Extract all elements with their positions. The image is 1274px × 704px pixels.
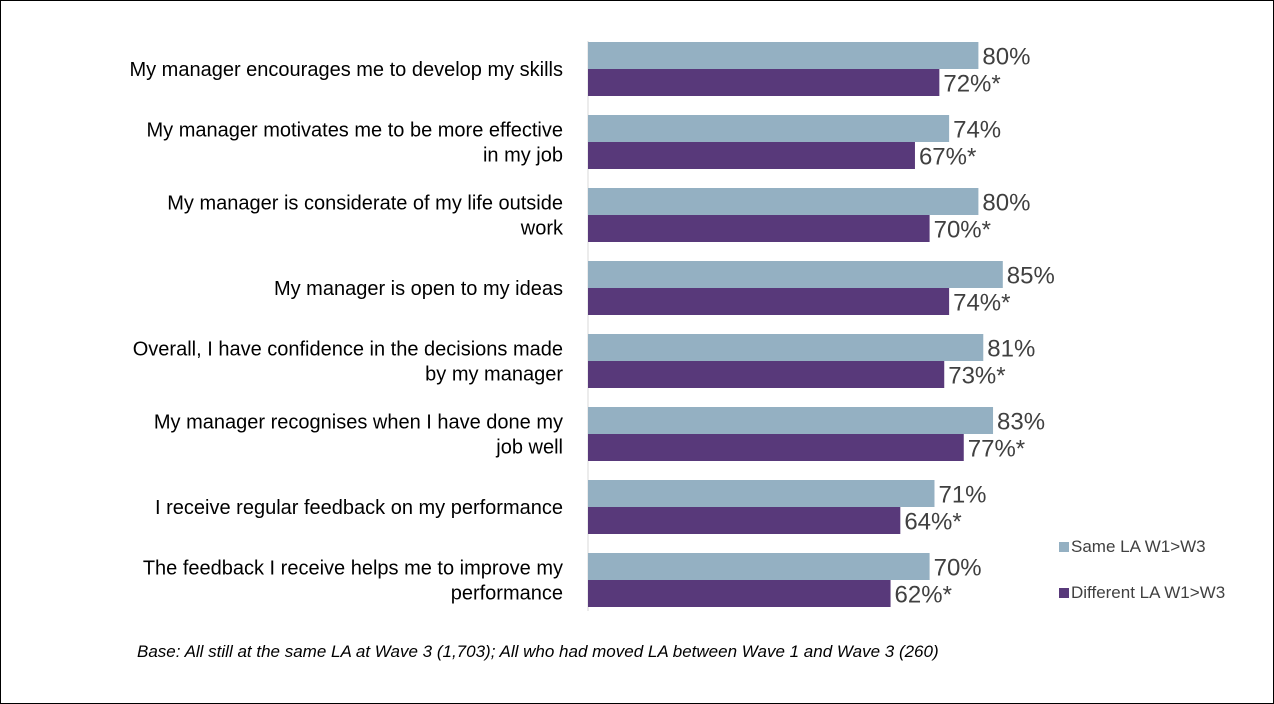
legend: Same LA W1>W3 Different LA W1>W3 bbox=[1059, 537, 1225, 602]
data-label: 64%* bbox=[904, 509, 961, 536]
bar-same-la bbox=[588, 407, 994, 434]
data-label: 77%* bbox=[968, 436, 1025, 463]
legend-swatch bbox=[1059, 542, 1069, 552]
category-label: Overall, I have confidence in the decisi… bbox=[133, 339, 564, 386]
data-label: 74% bbox=[953, 117, 1001, 144]
bar-same-la bbox=[588, 261, 1003, 288]
category-label: My manager is open to my ideas bbox=[274, 278, 563, 300]
bars bbox=[588, 42, 1003, 607]
data-label: 70% bbox=[934, 555, 982, 582]
bar-same-la bbox=[588, 42, 979, 69]
data-label: 62%* bbox=[895, 582, 952, 609]
legend-swatch bbox=[1059, 588, 1069, 598]
bar-same-la bbox=[588, 553, 930, 580]
legend-label: Same LA W1>W3 bbox=[1071, 537, 1206, 556]
data-label: 81% bbox=[987, 336, 1035, 363]
data-label: 83% bbox=[997, 409, 1045, 436]
bar-same-la bbox=[588, 480, 935, 507]
data-label: 67%* bbox=[919, 144, 976, 171]
data-label: 85% bbox=[1007, 263, 1055, 290]
bar-different-la bbox=[588, 361, 945, 388]
category-label: My manager is considerate of my life out… bbox=[167, 193, 564, 240]
category-label: The feedback I receive helps me to impro… bbox=[143, 558, 563, 605]
data-label: 70%* bbox=[934, 217, 991, 244]
category-label: I receive regular feedback on my perform… bbox=[155, 497, 563, 519]
bar-different-la bbox=[588, 142, 915, 169]
data-label: 80% bbox=[982, 44, 1030, 71]
bar-different-la bbox=[588, 215, 930, 242]
bar-different-la bbox=[588, 434, 964, 461]
data-label: 72%* bbox=[943, 71, 1000, 98]
bar-different-la bbox=[588, 507, 901, 534]
data-label: 71% bbox=[938, 482, 986, 509]
bar-different-la bbox=[588, 288, 950, 315]
bar-same-la bbox=[588, 334, 984, 361]
data-labels: 80%72%*74%67%*80%70%*85%74%*81%73%*83%77… bbox=[895, 44, 1055, 609]
data-label: 74%* bbox=[953, 290, 1010, 317]
legend-label: Different LA W1>W3 bbox=[1071, 583, 1225, 602]
category-label: My manager motivates me to be more effec… bbox=[147, 120, 563, 167]
category-label: My manager recognises when I have done m… bbox=[154, 412, 563, 459]
bar-same-la bbox=[588, 188, 979, 215]
bar-different-la bbox=[588, 580, 891, 607]
category-label: My manager encourages me to develop my s… bbox=[129, 59, 563, 81]
data-label: 80% bbox=[982, 190, 1030, 217]
data-label: 73%* bbox=[948, 363, 1005, 390]
bar-same-la bbox=[588, 115, 950, 142]
category-labels: My manager encourages me to develop my s… bbox=[129, 59, 564, 605]
bar-different-la bbox=[588, 69, 940, 96]
base-footnote: Base: All still at the same LA at Wave 3… bbox=[137, 642, 939, 661]
